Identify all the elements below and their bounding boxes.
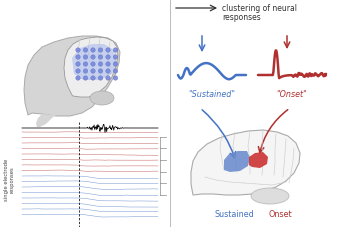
Circle shape bbox=[98, 76, 103, 80]
Circle shape bbox=[106, 69, 110, 73]
Circle shape bbox=[76, 76, 80, 80]
Text: Onset: Onset bbox=[268, 210, 292, 219]
Circle shape bbox=[106, 48, 110, 52]
Circle shape bbox=[113, 48, 118, 52]
Circle shape bbox=[76, 48, 80, 52]
Text: "Onset": "Onset" bbox=[277, 90, 307, 99]
Circle shape bbox=[83, 62, 88, 66]
Circle shape bbox=[113, 76, 118, 80]
Circle shape bbox=[113, 62, 118, 66]
Polygon shape bbox=[191, 130, 300, 195]
Circle shape bbox=[106, 76, 110, 80]
Circle shape bbox=[106, 62, 110, 66]
Circle shape bbox=[113, 55, 118, 59]
Circle shape bbox=[91, 69, 95, 73]
Circle shape bbox=[98, 69, 103, 73]
Polygon shape bbox=[64, 37, 118, 97]
Polygon shape bbox=[36, 114, 56, 127]
Circle shape bbox=[76, 62, 80, 66]
Circle shape bbox=[83, 55, 88, 59]
Ellipse shape bbox=[251, 188, 289, 204]
Polygon shape bbox=[72, 44, 116, 80]
Polygon shape bbox=[24, 36, 120, 116]
Circle shape bbox=[76, 69, 80, 73]
Text: clustering of neural: clustering of neural bbox=[222, 4, 297, 13]
Circle shape bbox=[91, 48, 95, 52]
Ellipse shape bbox=[90, 91, 114, 105]
Circle shape bbox=[91, 76, 95, 80]
Circle shape bbox=[98, 48, 103, 52]
Circle shape bbox=[76, 55, 80, 59]
Circle shape bbox=[113, 69, 118, 73]
Polygon shape bbox=[224, 151, 250, 172]
Circle shape bbox=[91, 62, 95, 66]
Text: responses: responses bbox=[222, 13, 261, 22]
Text: "Sustained": "Sustained" bbox=[188, 90, 236, 99]
Circle shape bbox=[91, 55, 95, 59]
Circle shape bbox=[98, 62, 103, 66]
Circle shape bbox=[83, 76, 88, 80]
Circle shape bbox=[106, 55, 110, 59]
Circle shape bbox=[83, 69, 88, 73]
Polygon shape bbox=[249, 152, 268, 168]
Text: single electrode
responses: single electrode responses bbox=[4, 159, 14, 201]
Circle shape bbox=[83, 48, 88, 52]
Text: Sustained: Sustained bbox=[214, 210, 254, 219]
Circle shape bbox=[98, 55, 103, 59]
